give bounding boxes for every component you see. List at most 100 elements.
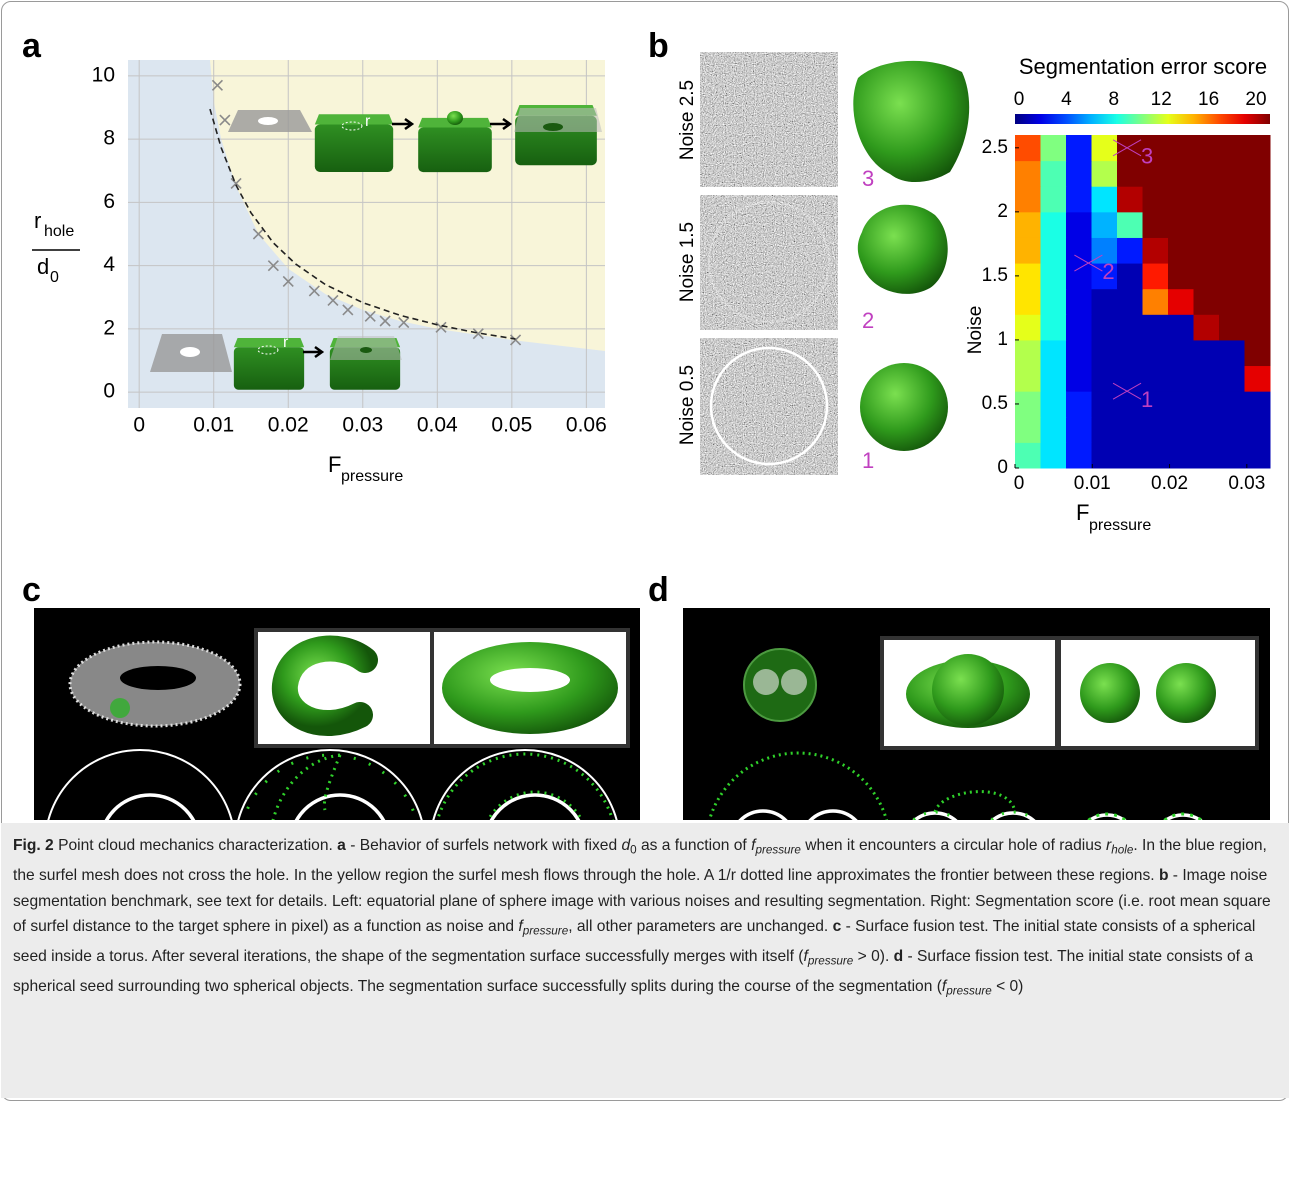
heatmap-cell	[1092, 391, 1118, 417]
heatmap-cell	[1143, 237, 1169, 263]
heatmap-cell	[1245, 391, 1271, 417]
heatmap-cell	[1194, 263, 1220, 289]
colorbar	[1015, 114, 1270, 124]
heatmap-cell	[1066, 442, 1092, 468]
heatmap-cell	[1219, 135, 1245, 161]
heatmap-cell	[1194, 442, 1220, 468]
heatmap-cell	[1245, 212, 1271, 238]
heatmap-cell	[1066, 391, 1092, 417]
heatmap-cell	[1168, 314, 1194, 340]
heatmap-cell	[1117, 186, 1143, 212]
torus-hole	[490, 668, 570, 692]
heatmap-cell	[1168, 442, 1194, 468]
segmentations	[853, 61, 969, 451]
heatmap-cell	[1143, 212, 1169, 238]
heatmap-cell	[1041, 135, 1067, 161]
fused-surface	[932, 654, 1004, 726]
blob-surface	[858, 205, 948, 294]
heatmap-cell	[1092, 314, 1118, 340]
x-tick-label: 0.01	[193, 414, 234, 437]
image-number: 2	[862, 308, 874, 333]
heatmap-cell	[1041, 161, 1067, 187]
heatmap-cell	[1041, 212, 1067, 238]
heatmap-cell	[1194, 391, 1220, 417]
hole	[360, 347, 372, 353]
heatmap-cell	[1041, 417, 1067, 443]
x-label: pressure	[341, 468, 403, 485]
heatmap-cell	[1168, 212, 1194, 238]
noise-image	[700, 195, 838, 330]
noise-label: Noise 2.5	[677, 80, 698, 160]
object	[753, 669, 779, 695]
chart-title: Segmentation error score	[1019, 54, 1267, 79]
caption-text: when it encounters a circular hole of ra…	[801, 837, 1106, 854]
x-tick-label: 0.02	[268, 414, 309, 437]
heatmap-cell	[1041, 442, 1067, 468]
heatmap-cell	[1143, 417, 1169, 443]
chart-b: 00.010.020.0300.511.522.5123048121620Seg…	[965, 54, 1270, 534]
page: a b c d 00.010.020.030.040.050.060246810…	[0, 0, 1290, 1189]
heatmap-cell	[1066, 417, 1092, 443]
y-tick-label: 4	[103, 253, 115, 276]
y-label: Noise	[965, 306, 986, 355]
caption-text: c	[833, 918, 842, 935]
heatmap-cell	[1168, 340, 1194, 366]
marker-label: 2	[1102, 259, 1114, 284]
heatmap-cell	[1041, 263, 1067, 289]
heatmap-cell	[1168, 237, 1194, 263]
y-label: d	[37, 254, 49, 279]
heatmap-cell	[1066, 340, 1092, 366]
heatmap-cell	[1168, 289, 1194, 315]
colorbar-tick-label: 20	[1245, 89, 1266, 110]
colorbar-tick-label: 4	[1061, 89, 1072, 110]
heatmap-cell	[1066, 212, 1092, 238]
heatmap-cell	[1143, 340, 1169, 366]
figure: a b c d 00.010.020.030.040.050.060246810…	[0, 0, 1290, 820]
heatmap-cell	[1066, 237, 1092, 263]
object	[781, 669, 807, 695]
y-tick-label: 6	[103, 190, 115, 213]
noise-images	[700, 52, 838, 475]
heatmap-cell	[1117, 417, 1143, 443]
heatmap-cell	[1219, 212, 1245, 238]
heatmap-cell	[1015, 417, 1041, 443]
x-tick-label: 0	[1014, 473, 1025, 494]
x-tick-label: 0	[133, 414, 145, 437]
heatmap-cell	[1041, 391, 1067, 417]
heatmap-cell	[1219, 366, 1245, 392]
heatmap-cell	[1117, 212, 1143, 238]
heatmap-cell	[1092, 442, 1118, 468]
y-tick-label: 8	[103, 127, 115, 150]
heatmap-cell	[1143, 263, 1169, 289]
caption-text: pressure	[808, 955, 853, 968]
noise-image	[700, 338, 838, 475]
y-tick-label: 0	[997, 457, 1008, 478]
heatmap-cell	[1194, 212, 1220, 238]
x-tick-label: 0.03	[1228, 473, 1265, 494]
caption-text: > 0).	[853, 948, 893, 965]
heatmap-cell	[1117, 314, 1143, 340]
panel-c-image	[34, 608, 640, 820]
heatmap-cell	[1245, 186, 1271, 212]
y-tick-label: 1	[997, 329, 1008, 350]
heatmap-cell	[1066, 186, 1092, 212]
x-label: F	[328, 452, 341, 477]
heatmap-cell	[1092, 289, 1118, 315]
heatmap-cell	[1015, 186, 1041, 212]
hole	[543, 123, 563, 131]
noise-label: Noise 1.5	[677, 222, 698, 302]
heatmap-cell	[1168, 186, 1194, 212]
split-sphere	[1080, 663, 1140, 723]
heatmap-cell	[1117, 237, 1143, 263]
y-tick-label: 0	[103, 380, 115, 403]
heatmap-cell	[1015, 340, 1041, 366]
heatmap-cell	[1041, 340, 1067, 366]
y-tick-label: 2.5	[982, 137, 1008, 158]
caption-text: pressure	[523, 925, 568, 938]
panel-label: d	[648, 571, 669, 609]
heatmap-cell	[1117, 161, 1143, 187]
heatmap-cell	[1219, 263, 1245, 289]
heatmap-cell	[1245, 161, 1271, 187]
heatmap-cell	[1168, 366, 1194, 392]
x-tick-label: 0.04	[417, 414, 458, 437]
